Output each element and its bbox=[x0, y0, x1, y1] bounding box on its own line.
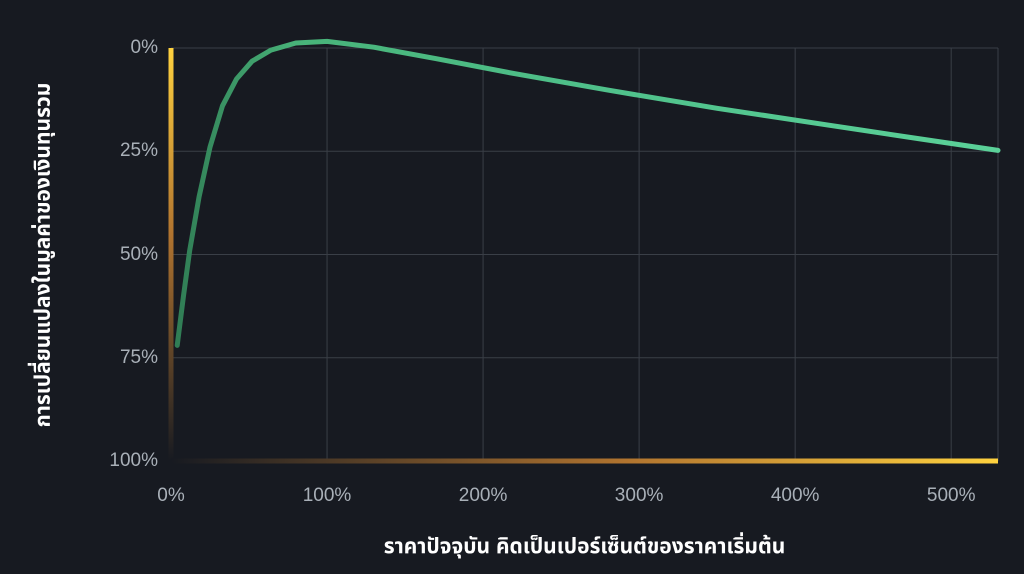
series-line bbox=[177, 41, 998, 345]
y-axis-gradient-bar bbox=[169, 48, 174, 461]
y-tick-label: 0% bbox=[131, 37, 158, 59]
chart-svg bbox=[0, 0, 1024, 574]
x-tick-label: 200% bbox=[459, 485, 508, 507]
y-tick-label: 100% bbox=[109, 450, 158, 472]
y-axis-title: การเปลี่ยนแปลงในมูลค่าของเงินทุนรวม bbox=[29, 82, 60, 427]
x-tick-label: 100% bbox=[303, 485, 352, 507]
x-tick-label: 0% bbox=[157, 485, 184, 507]
chart-stage: 0% 25% 50% 75% 100% 0% 100% 200% 300% 400% 500% การ… bbox=[0, 0, 1024, 574]
x-axis-title: ราคาปัจจุบัน คิดเป็นเปอร์เซ็นต์ของราคาเร… bbox=[384, 532, 786, 563]
y-tick-label: 25% bbox=[120, 140, 158, 162]
x-tick-label: 400% bbox=[771, 485, 820, 507]
x-tick-label: 300% bbox=[615, 485, 664, 507]
x-tick-label: 500% bbox=[927, 485, 976, 507]
y-tick-label: 75% bbox=[120, 347, 158, 369]
y-tick-label: 50% bbox=[120, 244, 158, 266]
x-axis-gradient-bar bbox=[171, 459, 998, 464]
